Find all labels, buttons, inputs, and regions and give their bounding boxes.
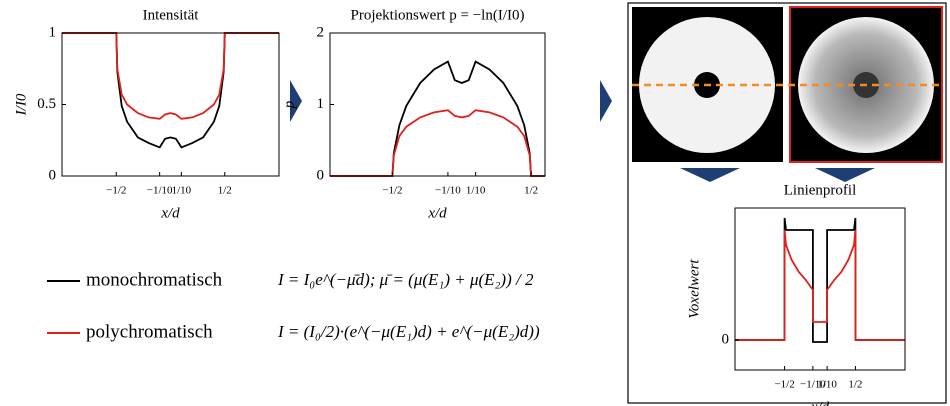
- x-tick-label: −1/10: [435, 185, 461, 197]
- series-line: [330, 62, 545, 176]
- plot-frame: [62, 33, 279, 176]
- legend-label: polychromatisch: [86, 321, 213, 342]
- x-axis-label: x/d: [810, 399, 830, 406]
- y-tick-label: 0: [49, 167, 57, 183]
- series-line: [62, 33, 279, 119]
- chart-title: Linienprofil: [784, 182, 856, 198]
- legend-formula: I = (I₀/2)·(e^(−μ(E₁)d) + e^(−μ(E₂)d)): [277, 322, 540, 341]
- legend-formula: I = I₀e^(−μ̄d); μ̄ = (μ(E₁) + μ(E₂)) / 2: [277, 270, 534, 289]
- y-axis-label: I/I0: [13, 93, 29, 116]
- figure: monochromatisch I = I₀e^(−μ̄d); μ̄ = (μ(…: [0, 0, 950, 406]
- x-tick-label: −1/2: [382, 185, 402, 197]
- chart-title: Projektionswert p = −ln(I/I0): [351, 7, 525, 23]
- x-tick-label: −1/2: [106, 185, 126, 197]
- x-axis-label: x/d: [160, 205, 180, 221]
- y-tick-label: 0: [317, 167, 325, 183]
- y-axis-label: p: [281, 100, 297, 109]
- y-tick-label: 1: [317, 96, 325, 112]
- x-tick-label: 1/10: [466, 185, 486, 197]
- x-tick-label: 1/10: [172, 185, 192, 197]
- x-tick-label: 1/2: [218, 185, 232, 197]
- x-tick-label: 1/2: [524, 185, 538, 197]
- series-line: [330, 110, 545, 176]
- arrow: [680, 168, 740, 182]
- x-tick-label: −1/10: [147, 185, 173, 197]
- y-axis-label: Voxelwert: [686, 259, 702, 319]
- arrow: [600, 80, 612, 122]
- y-tick-label: 1: [49, 24, 57, 40]
- chart-title: Intensität: [143, 7, 200, 23]
- plot-frame: [330, 33, 545, 176]
- series-line: [735, 230, 905, 340]
- y-tick-label: 2: [317, 24, 325, 40]
- y-tick-label: 0: [722, 331, 730, 347]
- arrow: [815, 168, 875, 182]
- x-tick-label: 1/10: [817, 379, 837, 391]
- x-axis-label: x/d: [427, 205, 447, 221]
- legend-label: monochromatisch: [86, 269, 223, 290]
- series-line: [62, 33, 279, 147]
- x-tick-label: −1/2: [774, 379, 794, 391]
- x-tick-label: 1/2: [848, 379, 862, 391]
- plot-frame: [735, 208, 905, 370]
- y-tick-label: 0.5: [37, 96, 56, 112]
- series-line: [735, 218, 905, 342]
